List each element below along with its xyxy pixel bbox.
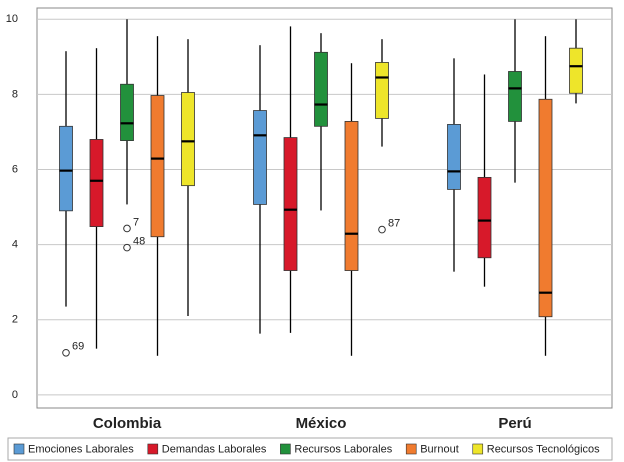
x-tick-label: Colombia (93, 415, 162, 432)
box (150, 95, 165, 238)
box (283, 137, 298, 271)
legend-label: Recursos Tecnológicos (487, 443, 600, 455)
outlier-label: 48 (133, 236, 145, 248)
plot-frame (36, 7, 613, 409)
box (253, 110, 267, 205)
legend-swatch (472, 443, 484, 455)
box (89, 139, 104, 227)
box (181, 92, 195, 187)
outlier (62, 348, 70, 357)
y-tick-label: 2 (12, 314, 18, 326)
legend-label: Demandas Laborales (162, 443, 267, 455)
y-tick-label: 6 (12, 163, 18, 175)
outlier-label: 69 (72, 341, 84, 353)
box (314, 51, 328, 127)
legend-label: Burnout (420, 443, 459, 455)
legend-label: Recursos Laborales (294, 443, 392, 455)
y-tick-label: 8 (12, 88, 18, 100)
legend-swatch (13, 443, 25, 455)
y-tick-label: 0 (12, 389, 18, 401)
box (508, 71, 522, 122)
legend-frame (7, 437, 613, 461)
y-tick-label: 4 (12, 239, 18, 251)
legend-swatch (405, 443, 417, 455)
outlier (123, 243, 131, 252)
legend-swatch (147, 443, 159, 455)
box (120, 83, 134, 141)
box (447, 124, 461, 190)
legend-swatch (280, 443, 291, 455)
box (344, 121, 359, 271)
x-tick-label: Perú (498, 415, 531, 432)
legend-label: Emociones Laborales (28, 443, 134, 455)
x-tick-label: México (296, 415, 347, 432)
outlier-label: 87 (388, 218, 400, 230)
box (59, 125, 73, 212)
outlier (378, 225, 386, 234)
box (569, 47, 583, 94)
box (477, 176, 492, 259)
y-tick-label: 10 (6, 13, 18, 25)
box (375, 62, 389, 119)
box (538, 98, 553, 318)
outlier (123, 224, 131, 233)
outlier-label: 7 (133, 216, 139, 228)
